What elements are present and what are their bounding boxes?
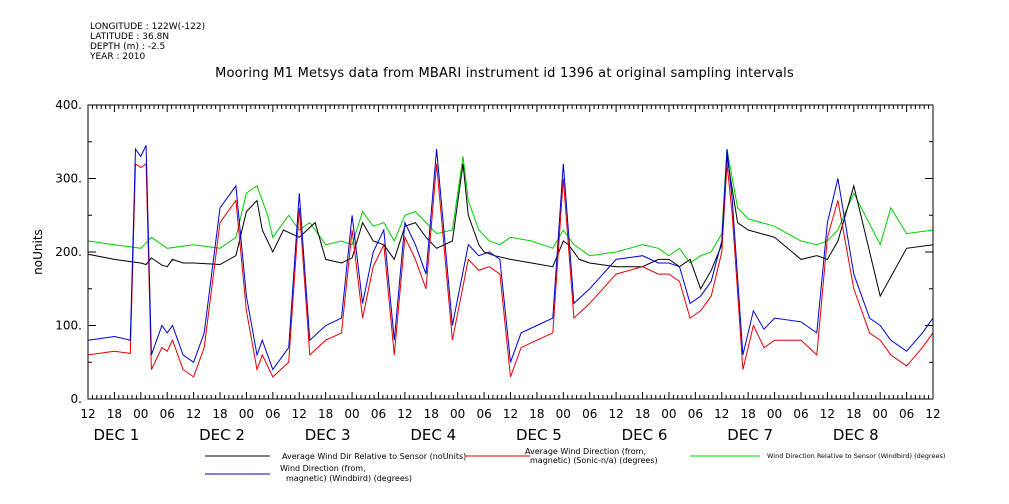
x-hour-label: 06: [160, 407, 175, 421]
x-hour-label: 18: [529, 407, 544, 421]
series-line-1: [87, 162, 934, 378]
y-tick-label: 0.: [71, 392, 82, 406]
x-day-label: DEC 7: [727, 426, 773, 444]
x-day-label: DEC 5: [516, 426, 562, 444]
chart-title: Mooring M1 Metsys data from MBARI instru…: [215, 66, 794, 81]
x-hour-label: 12: [503, 407, 518, 421]
x-hour-label: 06: [582, 407, 597, 421]
legend-label-red-1: Average Wind Direction (from,: [525, 447, 646, 456]
x-day-label: DEC 6: [622, 426, 668, 444]
x-hour-label: 00: [767, 407, 782, 421]
latitude-label: LATITUDE : 36.8N: [90, 32, 170, 42]
x-hour-label: 12: [186, 407, 201, 421]
axis-ticks: [87, 104, 934, 400]
x-day-label: DEC 3: [305, 426, 351, 444]
tick-labels: 0. 100. 200. 300. 400. 12 18 00 06 12 18 00 06 12 18 00…: [55, 98, 940, 444]
x-hour-label: 18: [635, 407, 650, 421]
x-hour-label: 12: [925, 407, 940, 421]
x-day-label: DEC 4: [410, 426, 456, 444]
legend-label-red-2: magnetic) (Sonic-n/a) (degrees): [530, 456, 658, 465]
x-hour-label: 00: [661, 407, 676, 421]
longitude-label: LONGITUDE : 122W(-122): [90, 22, 206, 32]
year-label: YEAR : 2010: [90, 52, 146, 62]
x-hour-label: 00: [450, 407, 465, 421]
y-axis-label: noUnits: [31, 229, 45, 275]
legend: Average Wind Dir Relative to Sensor (noU…: [205, 447, 945, 483]
legend-label-black: Average Wind Dir Relative to Sensor (noU…: [282, 452, 466, 461]
legend-label-blue-2: magnetic) (Windbird) (degrees): [286, 474, 412, 483]
depth-label: DEPTH (m) : -2.5: [90, 42, 166, 52]
x-hour-label: 00: [344, 407, 359, 421]
x-hour-label: 06: [265, 407, 280, 421]
x-hour-label: 12: [714, 407, 729, 421]
x-hour-label: 12: [820, 407, 835, 421]
x-hour-label: 12: [397, 407, 412, 421]
plot-lines: [87, 145, 934, 378]
x-day-label: DEC 1: [93, 426, 139, 444]
x-hour-label: 18: [107, 407, 122, 421]
x-hour-label: 18: [846, 407, 861, 421]
x-hour-label: 00: [556, 407, 571, 421]
x-hour-label: 18: [741, 407, 756, 421]
legend-label-green: Wind Direction Relative to Sensor (Windb…: [767, 452, 945, 460]
x-hour-label: 18: [318, 407, 333, 421]
x-hour-label: 18: [424, 407, 439, 421]
x-hour-label: 06: [476, 407, 491, 421]
x-hour-label: 06: [899, 407, 914, 421]
y-tick-label: 400.: [55, 98, 82, 112]
y-tick-label: 300.: [55, 172, 82, 186]
legend-label-blue-1: Wind Direction (from,: [280, 464, 366, 473]
x-hour-label: 18: [212, 407, 227, 421]
x-hour-label: 12: [80, 407, 95, 421]
x-hour-label: 12: [292, 407, 307, 421]
series-line-0: [87, 156, 934, 298]
metadata-block: LONGITUDE : 122W(-122) LATITUDE : 36.8N …: [90, 22, 205, 62]
x-hour-label: 06: [688, 407, 703, 421]
x-hour-label: 12: [608, 407, 623, 421]
x-hour-label: 00: [133, 407, 148, 421]
x-hour-label: 00: [873, 407, 888, 421]
y-tick-label: 100.: [55, 319, 82, 333]
x-day-label: DEC 8: [833, 426, 879, 444]
x-hour-label: 00: [239, 407, 254, 421]
series-line-2: [87, 149, 934, 264]
x-hour-label: 06: [793, 407, 808, 421]
x-hour-label: 06: [371, 407, 386, 421]
series-line-3: [87, 145, 934, 371]
y-tick-label: 200.: [55, 245, 82, 259]
x-day-label: DEC 2: [199, 426, 245, 444]
